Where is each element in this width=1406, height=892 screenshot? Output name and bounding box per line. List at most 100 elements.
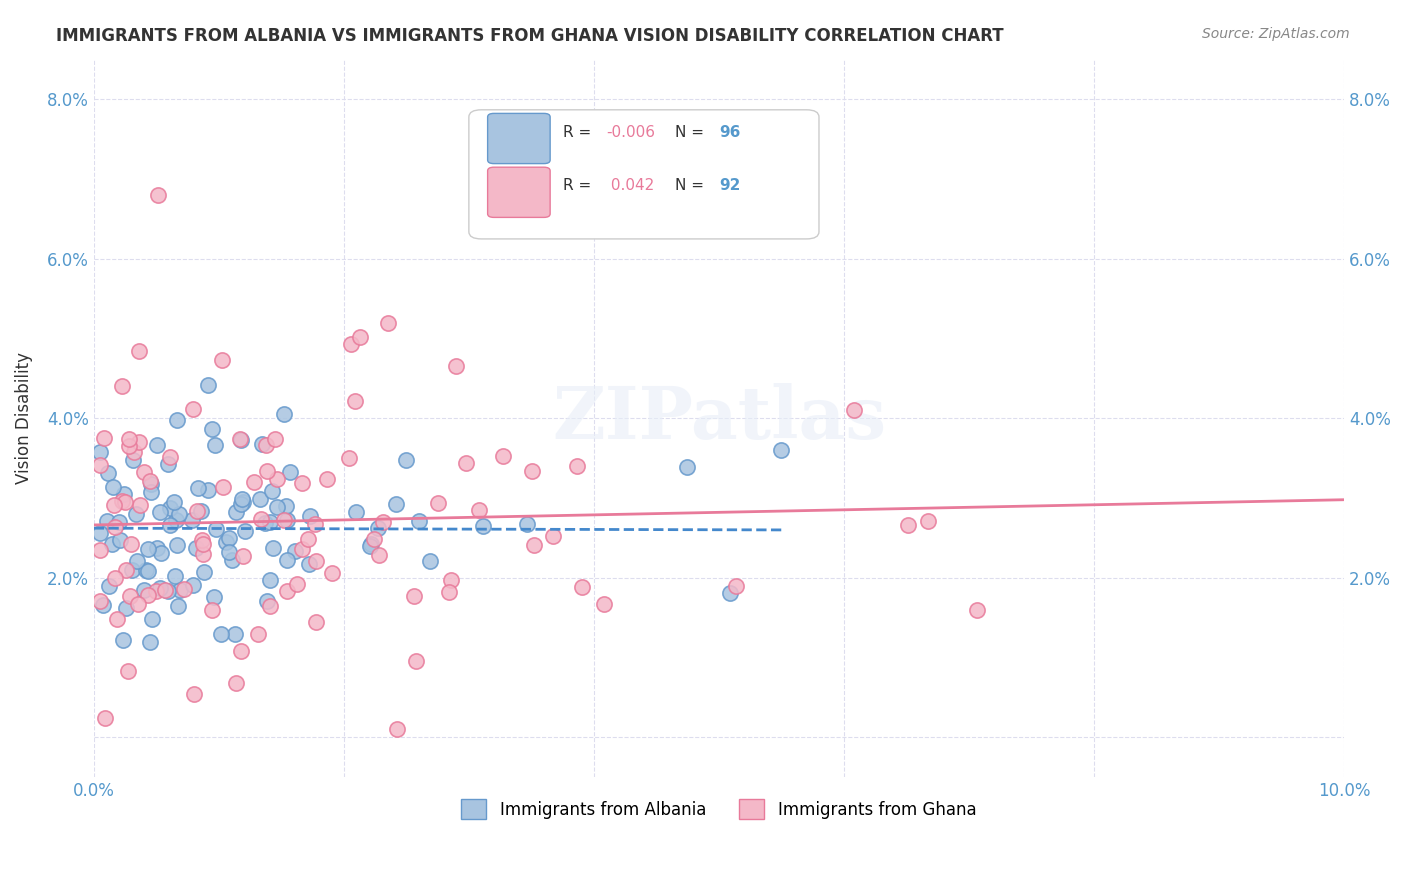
Immigrants from Albania: [201, 422, 224, 436]
Immigrants from Albania: [96, 514, 118, 528]
Text: IMMIGRANTS FROM ALBANIA VS IMMIGRANTS FROM GHANA VISION DISABILITY CORRELATION C: IMMIGRANTS FROM ALBANIA VS IMMIGRANTS FR…: [56, 27, 1004, 45]
Immigrants from Albania: [231, 491, 253, 506]
Immigrants from Albania: [156, 583, 179, 598]
Immigrants from Albania: [166, 413, 188, 427]
Immigrants from Ghana: [363, 532, 385, 546]
Immigrants from Ghana: [492, 449, 515, 463]
Immigrants from Albania: [150, 546, 173, 560]
Immigrants from Ghana: [145, 584, 167, 599]
Immigrants from Albania: [159, 501, 181, 516]
Immigrants from Ghana: [266, 472, 288, 486]
Immigrants from Ghana: [571, 580, 593, 594]
Immigrants from Albania: [221, 553, 243, 567]
Text: R =: R =: [562, 125, 596, 140]
Immigrants from Ghana: [842, 402, 865, 417]
Immigrants from Albania: [202, 591, 225, 605]
Immigrants from Ghana: [159, 450, 181, 464]
Immigrants from Ghana: [89, 594, 111, 608]
Immigrants from Albania: [718, 586, 741, 600]
Immigrants from Albania: [259, 515, 281, 529]
Immigrants from Ghana: [520, 464, 543, 478]
Immigrants from Albania: [233, 524, 256, 539]
Immigrants from Ghana: [371, 515, 394, 529]
Immigrants from Ghana: [225, 676, 247, 690]
Immigrants from Albania: [284, 544, 307, 558]
Immigrants from Albania: [299, 508, 322, 523]
Immigrants from Ghana: [297, 533, 319, 547]
Immigrants from Albania: [169, 583, 191, 598]
Immigrants from Ghana: [523, 538, 546, 552]
Immigrants from Albania: [115, 601, 138, 615]
Immigrants from Ghana: [250, 512, 273, 526]
Immigrants from Ghana: [304, 516, 326, 531]
Immigrants from Ghana: [129, 498, 152, 512]
Immigrants from Albania: [252, 436, 274, 450]
Immigrants from Albania: [134, 582, 156, 597]
Immigrants from Ghana: [146, 188, 169, 202]
Immigrants from Ghana: [385, 722, 408, 736]
Immigrants from Albania: [359, 539, 381, 553]
Immigrants from Albania: [256, 593, 278, 607]
Immigrants from Ghana: [917, 514, 939, 528]
Immigrants from Albania: [167, 599, 190, 613]
Immigrants from Ghana: [259, 599, 281, 614]
Legend: Immigrants from Albania, Immigrants from Ghana: Immigrants from Albania, Immigrants from…: [454, 792, 983, 826]
Immigrants from Albania: [197, 377, 219, 392]
Immigrants from Albania: [108, 533, 131, 548]
Immigrants from Ghana: [305, 615, 328, 629]
Immigrants from Ghana: [104, 520, 127, 534]
Immigrants from Ghana: [201, 603, 224, 617]
Immigrants from Ghana: [966, 603, 988, 617]
Immigrants from Ghana: [444, 359, 467, 373]
Immigrants from Ghana: [115, 564, 138, 578]
Immigrants from Ghana: [291, 476, 314, 491]
Immigrants from Albania: [149, 505, 172, 519]
Immigrants from Albania: [218, 544, 240, 558]
Immigrants from Albania: [395, 452, 418, 467]
Immigrants from Albania: [276, 513, 298, 527]
Immigrants from Ghana: [173, 582, 195, 596]
Immigrants from Ghana: [437, 585, 460, 599]
Immigrants from Albania: [157, 457, 180, 471]
Immigrants from Albania: [224, 626, 246, 640]
Immigrants from Ghana: [155, 583, 177, 598]
Immigrants from Albania: [218, 531, 240, 545]
Immigrants from Albania: [215, 534, 238, 549]
Text: 0.042: 0.042: [606, 178, 655, 193]
Immigrants from Albania: [225, 505, 247, 519]
Immigrants from Albania: [124, 507, 146, 521]
Immigrants from Ghana: [181, 401, 204, 416]
FancyBboxPatch shape: [488, 167, 550, 218]
Immigrants from Ghana: [232, 549, 254, 563]
Immigrants from Albania: [139, 477, 162, 491]
Immigrants from Albania: [360, 537, 382, 551]
Immigrants from Albania: [471, 519, 494, 533]
Immigrants from Albania: [259, 573, 281, 587]
Immigrants from Ghana: [139, 474, 162, 488]
Immigrants from Albania: [229, 497, 252, 511]
Immigrants from Ghana: [454, 456, 477, 470]
Immigrants from Albania: [135, 564, 157, 578]
Immigrants from Ghana: [120, 537, 142, 551]
Immigrants from Albania: [91, 599, 114, 613]
Immigrants from Ghana: [120, 589, 142, 603]
Immigrants from Albania: [97, 466, 120, 480]
FancyBboxPatch shape: [488, 113, 550, 163]
Immigrants from Albania: [165, 513, 187, 527]
Immigrants from Ghana: [349, 330, 371, 344]
Immigrants from Ghana: [193, 537, 215, 551]
Immigrants from Albania: [107, 515, 129, 529]
Immigrants from Albania: [384, 497, 406, 511]
Immigrants from Ghana: [254, 437, 277, 451]
Immigrants from Ghana: [193, 547, 215, 561]
Immigrants from Ghana: [305, 554, 328, 568]
Immigrants from Ghana: [114, 495, 136, 509]
Text: 92: 92: [718, 178, 741, 193]
Immigrants from Ghana: [111, 378, 134, 392]
Text: R =: R =: [562, 178, 596, 193]
Immigrants from Albania: [97, 579, 120, 593]
Immigrants from Albania: [266, 500, 288, 515]
Immigrants from Ghana: [89, 543, 111, 558]
Immigrants from Albania: [273, 407, 295, 421]
Immigrants from Albania: [232, 495, 254, 509]
